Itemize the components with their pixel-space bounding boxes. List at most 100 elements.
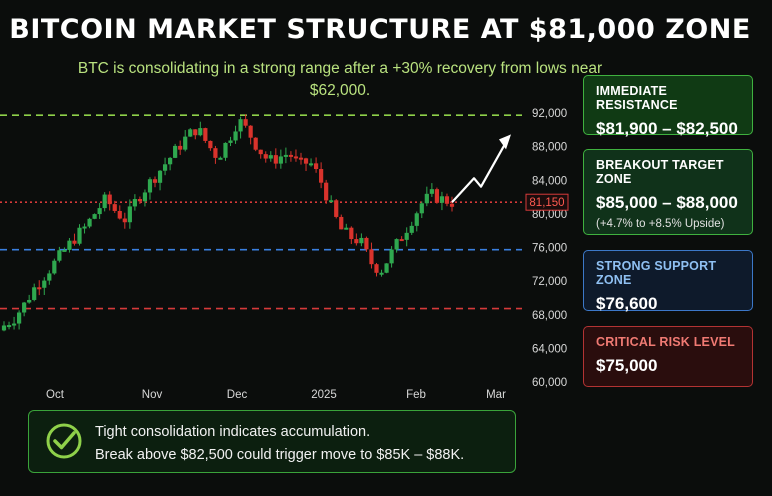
- x-tick-label: Oct: [46, 389, 65, 401]
- candle-body: [17, 312, 22, 324]
- candle-body: [137, 199, 143, 202]
- candle-body: [434, 189, 439, 203]
- candle-body: [193, 129, 198, 136]
- candle-body: [223, 142, 228, 158]
- candle-body: [11, 323, 17, 326]
- candle-body: [364, 237, 369, 250]
- candle-body: [97, 208, 102, 215]
- candle-body: [429, 189, 434, 194]
- target-value: $85,000 – $88,000: [596, 193, 738, 212]
- candle-body: [152, 179, 158, 183]
- candle-body: [313, 163, 319, 170]
- target-note: (+4.7% to +8.5% Upside): [596, 218, 725, 230]
- y-tick-label: 84,000: [532, 175, 567, 187]
- candle-body: [419, 203, 424, 214]
- x-tick-label: Dec: [227, 389, 248, 401]
- candle-body: [27, 299, 32, 303]
- candle-body: [409, 225, 414, 233]
- projection-arrowhead: [499, 134, 511, 150]
- candle-body: [22, 302, 27, 313]
- y-tick-label: 88,000: [532, 142, 567, 154]
- candle-body: [424, 193, 429, 204]
- y-tick-label: 64,000: [532, 343, 567, 355]
- y-tick-label: 72,000: [532, 276, 567, 288]
- risk-value: $75,000: [596, 356, 658, 375]
- candle-body: [283, 154, 288, 157]
- candle-body: [354, 239, 359, 244]
- candle-body: [52, 260, 57, 274]
- summary-callout: Tight consolidation indicates accumulati…: [28, 410, 516, 473]
- chart-subtitle: BTC is consolidating in a strong range a…: [77, 60, 603, 99]
- y-tick-label: 68,000: [532, 310, 567, 322]
- candle-body: [449, 203, 455, 207]
- candle-body: [349, 227, 354, 240]
- resistance-value: $81,900 – $82,500: [596, 119, 738, 138]
- candle-body: [188, 129, 193, 137]
- callout-line-2: Break above $82,500 could trigger move t…: [95, 447, 465, 463]
- callout-line-1: Tight consolidation indicates accumulati…: [95, 424, 371, 440]
- candle-body: [268, 155, 273, 159]
- candle-body: [394, 239, 399, 250]
- candle-body: [142, 192, 148, 202]
- candle-body: [233, 131, 238, 141]
- candle-body: [168, 157, 173, 165]
- candle-body: [414, 213, 419, 226]
- candle-body: [47, 273, 52, 281]
- candle-body: [263, 154, 268, 159]
- candle-body: [122, 218, 127, 223]
- candle-body: [42, 280, 47, 288]
- critical-risk-card: CRITICAL RISK LEVEL $75,000: [583, 326, 753, 387]
- candle-body: [298, 157, 304, 160]
- candle-body: [112, 204, 117, 211]
- candle-body: [369, 249, 374, 265]
- strong-support-card: STRONG SUPPORT ZONE $76,600: [583, 250, 753, 313]
- candle-body: [319, 169, 324, 183]
- candle-body: [238, 119, 243, 132]
- candle-body: [404, 232, 409, 240]
- candle-body: [278, 156, 283, 164]
- candle-body: [308, 163, 314, 166]
- candle-body: [288, 154, 294, 157]
- candle-body: [162, 164, 168, 171]
- candle-body: [293, 156, 299, 159]
- candle-body: [198, 128, 203, 136]
- candle-body: [147, 179, 153, 193]
- candle-body: [324, 182, 329, 201]
- candle-body: [339, 216, 344, 230]
- candle-body: [444, 196, 450, 204]
- candle-body: [208, 140, 213, 149]
- resistance-label: IMMEDIATE RESISTANCE: [596, 84, 678, 112]
- y-tick-label: 60,000: [532, 377, 567, 389]
- immediate-resistance-card: IMMEDIATE RESISTANCE $81,900 – $82,500: [583, 75, 753, 138]
- risk-label: CRITICAL RISK LEVEL: [596, 335, 735, 349]
- candle-body: [77, 227, 82, 244]
- chart-title: BITCOIN MARKET STRUCTURE AT $81,000 ZONE: [9, 14, 751, 45]
- candle-body: [344, 227, 349, 230]
- candle-body: [117, 210, 122, 219]
- candle-body: [359, 237, 364, 244]
- candle-body: [384, 263, 389, 273]
- candle-body: [57, 250, 62, 261]
- support-label: STRONG SUPPORT ZONE: [596, 259, 717, 287]
- support-value: $76,600: [596, 294, 658, 313]
- candle-body: [439, 196, 445, 203]
- x-tick-label: Mar: [486, 389, 506, 401]
- candle-body: [258, 149, 263, 155]
- current-price-label: 81,150: [529, 197, 564, 209]
- candle-body: [253, 137, 258, 150]
- candle-body: [248, 125, 253, 138]
- candle-body: [157, 170, 163, 183]
- candle-body: [374, 264, 379, 273]
- candle-body: [132, 199, 137, 207]
- target-label: BREAKOUT TARGET ZONE: [596, 158, 724, 186]
- candle-body: [329, 200, 334, 203]
- candle-body: [62, 249, 67, 252]
- candle-body: [203, 128, 208, 141]
- candle-body: [102, 194, 107, 209]
- candle-body: [273, 155, 278, 164]
- candle-body: [87, 218, 92, 227]
- y-tick-label: 92,000: [532, 108, 567, 120]
- y-tick-label: 76,000: [532, 243, 567, 255]
- x-tick-label: Feb: [406, 389, 426, 401]
